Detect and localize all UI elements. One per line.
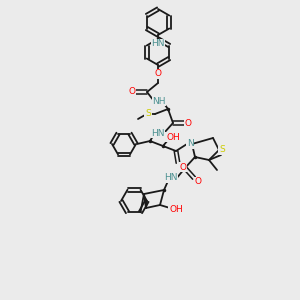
Text: O: O <box>184 118 191 127</box>
Text: HN: HN <box>151 128 165 137</box>
Text: O: O <box>128 88 136 97</box>
Text: HN: HN <box>164 173 178 182</box>
Text: HN: HN <box>151 40 165 49</box>
Text: OH: OH <box>169 205 183 214</box>
Text: O: O <box>154 70 161 79</box>
Text: S: S <box>145 110 151 118</box>
Text: O: O <box>194 178 202 187</box>
Text: NH: NH <box>152 97 166 106</box>
Text: O: O <box>179 163 187 172</box>
Text: OH: OH <box>166 133 180 142</box>
Text: N: N <box>187 140 194 148</box>
Text: S: S <box>219 146 225 154</box>
